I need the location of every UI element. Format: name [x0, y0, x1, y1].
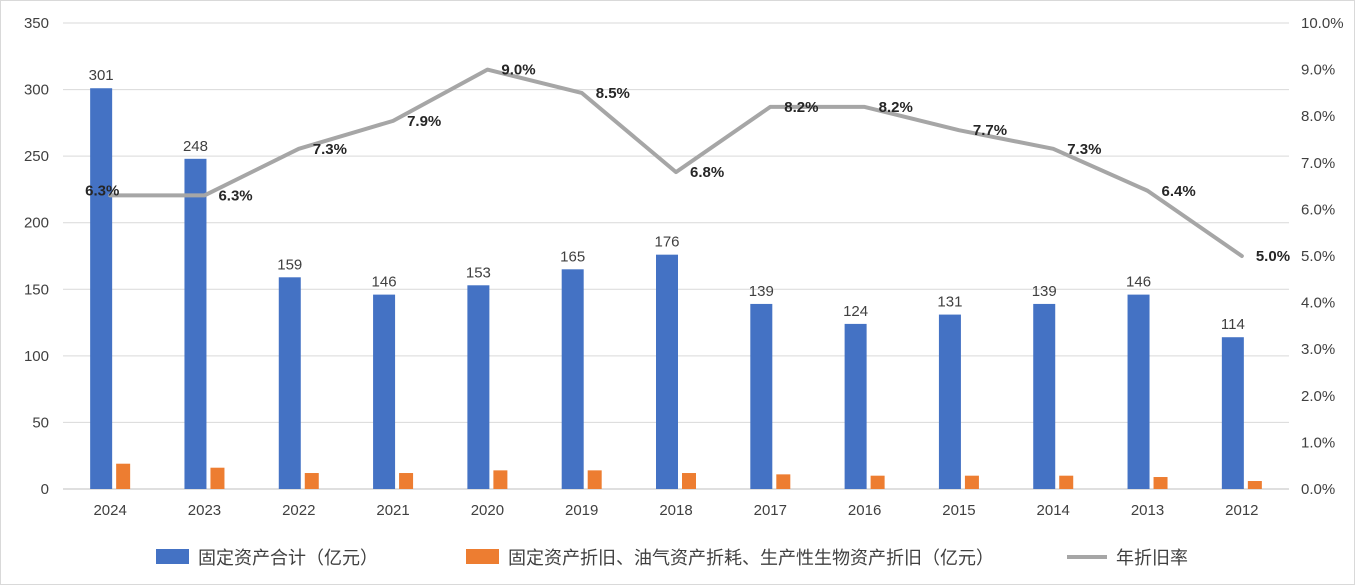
- legend-swatch-gray-line: [1067, 554, 1107, 559]
- line-point-label: 6.3%: [218, 187, 252, 204]
- bar-fixed-assets: [1221, 337, 1244, 489]
- legend-swatch-orange-bar: [466, 549, 499, 564]
- line-point-label: 6.4%: [1162, 183, 1196, 200]
- category-label: 2015: [942, 502, 975, 519]
- category-label: 2019: [565, 502, 598, 519]
- bar-value-label: 159: [277, 256, 302, 273]
- bar-depreciation: [210, 467, 225, 489]
- right-axis-tick: 6.0%: [1301, 201, 1335, 218]
- bar-value-label: 301: [89, 67, 114, 84]
- right-axis-tick: 9.0%: [1301, 62, 1335, 79]
- bar-depreciation: [1153, 477, 1168, 489]
- line-point-label: 7.3%: [1067, 141, 1101, 158]
- bar-depreciation: [1247, 481, 1262, 489]
- right-axis-tick: 8.0%: [1301, 108, 1335, 125]
- bar-value-label: 114: [1221, 316, 1245, 333]
- bar-depreciation: [399, 473, 414, 489]
- depreciation-rate-line: [108, 67, 1244, 258]
- legend-item-fixed-assets: 固定资产合计（亿元）: [156, 544, 378, 570]
- category-label: 2022: [282, 502, 315, 519]
- bar-depreciation: [493, 470, 508, 489]
- legend-item-depreciation-rate: 年折旧率: [1067, 544, 1188, 570]
- category-label: 2016: [848, 502, 881, 519]
- left-axis-tick: 50: [32, 414, 49, 431]
- bar-fixed-assets: [1127, 294, 1150, 489]
- line-point-label: 6.8%: [690, 164, 724, 181]
- line-point-label: 9.0%: [501, 62, 535, 79]
- right-axis-tick: 0.0%: [1301, 481, 1335, 498]
- line-point-label: 6.3%: [85, 182, 119, 199]
- category-label: 2018: [659, 502, 692, 519]
- legend-label-depreciation-rate: 年折旧率: [1116, 547, 1188, 568]
- plot-area: 0 50 100 150 200 250 300 350 0.0% 1.0% 2.0% 3.0% 4.0…: [24, 15, 1344, 519]
- line-point-label: 7.7%: [973, 122, 1007, 139]
- category-label: 2017: [754, 502, 787, 519]
- legend-item-depreciation: 固定资产折旧、油气资产折耗、生产性生物资产折旧（亿元）: [466, 544, 994, 570]
- line-point-label: 8.5%: [596, 85, 630, 102]
- bar-value-label: 146: [1126, 274, 1151, 291]
- bar-fixed-assets: [750, 303, 773, 489]
- right-axis-tick: 4.0%: [1301, 295, 1335, 312]
- bar-value-label: 139: [749, 283, 774, 300]
- category-label: 2013: [1131, 502, 1164, 519]
- category-label: 2024: [93, 502, 126, 519]
- bar-fixed-assets: [938, 314, 961, 489]
- category-label: 2023: [188, 502, 221, 519]
- bar-value-label: 248: [183, 138, 208, 155]
- bar-value-label: 153: [466, 264, 491, 281]
- legend-label-fixed-assets: 固定资产合计（亿元）: [198, 547, 378, 568]
- bar-fixed-assets: [90, 88, 113, 490]
- bar-value-label: 146: [372, 274, 397, 291]
- bar-depreciation: [304, 473, 319, 489]
- bar-depreciation: [682, 473, 696, 489]
- left-axis-tick: 250: [24, 148, 49, 165]
- left-axis-tick: 200: [24, 215, 49, 232]
- bar-fixed-assets: [561, 269, 584, 489]
- line-point-label: 5.0%: [1256, 248, 1290, 265]
- right-axis-tick: 2.0%: [1301, 388, 1335, 405]
- category-label: 2021: [376, 502, 409, 519]
- right-axis-tick: 5.0%: [1301, 248, 1335, 265]
- bar-fixed-assets: [278, 277, 301, 489]
- bar-depreciation: [870, 475, 885, 489]
- bar-fixed-assets: [844, 323, 867, 489]
- bar-value-label: 165: [560, 248, 585, 265]
- bar-fixed-assets: [184, 158, 207, 489]
- category-label: 2014: [1037, 502, 1070, 519]
- left-axis-tick: 100: [24, 348, 49, 365]
- bar-depreciation: [776, 474, 791, 489]
- right-axis-tick: 1.0%: [1301, 434, 1335, 451]
- right-axis-tick: 10.0%: [1301, 15, 1344, 32]
- left-axis-tick: 150: [24, 281, 49, 298]
- legend: 固定资产合计（亿元） 固定资产折旧、油气资产折耗、生产性生物资产折旧（亿元） 年…: [1, 529, 1354, 584]
- line-point-label: 8.2%: [879, 99, 913, 116]
- line-point-label: 7.9%: [407, 113, 441, 130]
- left-axis-tick: 300: [24, 82, 49, 99]
- category-label: 2020: [471, 502, 504, 519]
- bar-depreciation: [964, 475, 979, 489]
- left-axis-tick: 350: [24, 15, 49, 32]
- category-label: 2012: [1225, 502, 1258, 519]
- bar-fixed-assets: [656, 254, 678, 489]
- right-axis-tick: 3.0%: [1301, 341, 1335, 358]
- bar-depreciation: [1059, 475, 1074, 489]
- bar-fixed-assets: [467, 285, 490, 489]
- bar-fixed-assets: [373, 294, 396, 489]
- bar-value-label: 139: [1032, 283, 1057, 300]
- bar-depreciation: [116, 463, 131, 489]
- line-point-label: 8.2%: [784, 99, 818, 116]
- bar-depreciation: [587, 470, 602, 489]
- bar-value-label: 124: [843, 303, 868, 320]
- left-axis-tick: 0: [41, 481, 49, 498]
- right-axis-tick: 7.0%: [1301, 155, 1335, 172]
- bar-fixed-assets: [1033, 303, 1056, 489]
- bar-value-label: 176: [654, 234, 679, 251]
- line-point-label: 7.3%: [313, 141, 347, 158]
- legend-swatch-blue-bar: [156, 549, 189, 564]
- bar-value-label: 131: [937, 294, 962, 311]
- legend-label-depreciation: 固定资产折旧、油气资产折耗、生产性生物资产折旧（亿元）: [508, 547, 994, 568]
